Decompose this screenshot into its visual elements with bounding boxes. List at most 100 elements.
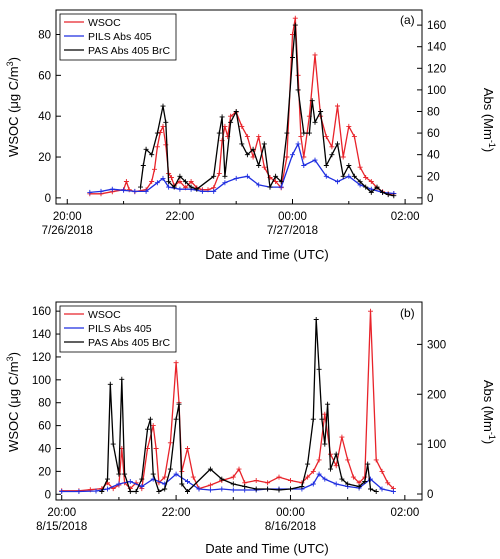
- data-point-pils-abs-405: [333, 481, 339, 487]
- data-point-pas-abs-405-brc: [122, 471, 128, 477]
- x-tick-label: 00:00: [276, 507, 305, 519]
- left-axis-ticks: 0 20 40 60 80: [38, 30, 61, 205]
- data-point-pils-abs-405: [233, 175, 239, 181]
- y-tick-left-label: 60: [38, 70, 51, 82]
- data-point-pas-abs-405-brc: [183, 179, 188, 185]
- data-point-pils-abs-405: [76, 489, 82, 494]
- data-point-pas-abs-405-brc: [119, 376, 125, 382]
- data-point-pas-abs-405-brc: [147, 416, 153, 422]
- data-point-wsoc: [340, 154, 346, 160]
- data-point-pas-abs-405-brc: [374, 184, 380, 190]
- data-point-wsoc: [167, 440, 173, 446]
- data-point-wsoc: [153, 446, 159, 451]
- data-point-wsoc: [162, 474, 168, 480]
- data-point-pils-abs-405: [244, 173, 250, 179]
- x-axis-label: Date and Time (UTC): [205, 541, 329, 556]
- data-point-pils-abs-405: [93, 488, 99, 494]
- y-tick-right-label: 120: [427, 63, 446, 75]
- y-tick-left-label: 100: [32, 375, 51, 387]
- data-point-wsoc: [363, 175, 369, 180]
- y-tick-left-label: 140: [32, 329, 51, 341]
- data-point-wsoc: [256, 134, 262, 140]
- data-point-pas-abs-405-brc: [310, 416, 316, 422]
- data-point-pas-abs-405-brc: [357, 179, 363, 185]
- panel-label: (b): [400, 306, 415, 320]
- data-point-wsoc: [185, 446, 190, 451]
- data-point-wsoc: [236, 466, 242, 472]
- data-point-pas-abs-405-brc: [278, 179, 284, 185]
- y-tick-right-label: 80: [427, 106, 440, 118]
- data-point-pas-abs-405-brc: [207, 466, 213, 472]
- data-point-pas-abs-405-brc: [316, 366, 322, 372]
- data-point-pas-abs-405-brc: [173, 416, 179, 422]
- data-point-pas-abs-405-brc: [335, 141, 340, 147]
- data-point-pas-abs-405-brc: [318, 109, 324, 114]
- data-point-wsoc: [305, 474, 311, 480]
- y-tick-left-label: 120: [32, 352, 51, 364]
- data-point-pas-abs-405-brc: [253, 486, 259, 492]
- data-point-pas-abs-405-brc: [185, 489, 190, 494]
- data-point-pas-abs-405-brc: [309, 98, 315, 104]
- data-point-wsoc: [316, 457, 322, 463]
- data-point-pas-abs-405-brc: [295, 87, 301, 93]
- data-point-pils-abs-405: [59, 489, 65, 494]
- data-point-wsoc: [188, 179, 194, 184]
- data-point-pils-abs-405: [222, 180, 228, 186]
- data-point-pas-abs-405-brc: [167, 466, 173, 472]
- data-point-pils-abs-405: [132, 188, 138, 194]
- x-tick-label: 02:00: [391, 211, 420, 223]
- legend-label-pils: PILS Abs 405: [88, 31, 152, 43]
- y-axis-label-left: WSOC (μg C/m3): [5, 57, 21, 157]
- y-tick-left-label: 160: [32, 306, 51, 318]
- data-point-wsoc: [190, 474, 196, 480]
- data-point-pils-abs-405: [154, 180, 160, 186]
- series-line-pils-abs-405: [89, 143, 394, 195]
- data-point-pas-abs-405-brc: [328, 466, 333, 472]
- data-point-pas-abs-405-brc: [162, 486, 168, 492]
- data-point-pils-abs-405: [109, 186, 115, 192]
- legend-label-pas: PAS Abs 405 BrC: [88, 337, 171, 349]
- data-point-pils-abs-405: [290, 152, 295, 158]
- plot-frame: [55, 9, 423, 205]
- data-point-pils-abs-405: [98, 188, 104, 194]
- data-point-pas-abs-405-brc: [306, 130, 312, 136]
- data-point-pils-abs-405: [139, 484, 145, 489]
- plot-frame: [55, 301, 423, 501]
- x-tick-date-label: 8/16/2018: [265, 521, 316, 533]
- data-point-pas-abs-405-brc: [340, 173, 346, 179]
- data-point-pas-abs-405-brc: [305, 461, 311, 467]
- x-axis-ticks: 20:00 7/26/2018 22:00 00:00 7/27/2018 02:00: [42, 199, 420, 237]
- data-point-wsoc: [357, 164, 363, 170]
- y-tick-left-label: 40: [38, 111, 51, 123]
- data-point-wsoc: [373, 457, 379, 463]
- data-point-pils-abs-405: [316, 471, 322, 477]
- data-point-pas-abs-405-brc: [356, 484, 362, 489]
- legend-entry-pils: PILS Abs 405: [64, 323, 152, 335]
- data-point-pas-abs-405-brc: [150, 471, 156, 477]
- data-point-pils-abs-405: [390, 489, 396, 494]
- y-tick-left-label: 80: [38, 398, 51, 410]
- data-point-pas-abs-405-brc: [140, 163, 146, 168]
- data-point-pas-abs-405-brc: [290, 55, 295, 60]
- panel-label: (a): [400, 13, 415, 27]
- series-line-wsoc: [89, 17, 394, 195]
- data-point-wsoc: [149, 179, 155, 184]
- data-point-pas-abs-405-brc: [143, 146, 149, 152]
- data-point-pas-abs-405-brc: [211, 173, 217, 179]
- right-axis-ticks: 0 20 40 60 80 100 120 140 160: [417, 20, 446, 205]
- data-point-pils-abs-405: [379, 486, 385, 492]
- data-point-wsoc: [250, 154, 256, 160]
- legend-entry-wsoc: WSOC: [64, 17, 121, 29]
- data-point-pas-abs-405-brc: [244, 152, 250, 158]
- data-point-pas-abs-405-brc: [312, 119, 318, 125]
- data-point-pils-abs-405: [211, 188, 217, 194]
- data-point-pas-abs-405-brc: [133, 489, 139, 494]
- series-line-wsoc: [61, 310, 394, 492]
- legend-label-wsoc: WSOC: [88, 17, 121, 29]
- data-point-pas-abs-405-brc: [323, 163, 329, 168]
- data-point-wsoc: [310, 468, 316, 474]
- x-tick-date-label: 7/27/2018: [267, 225, 318, 237]
- data-point-wsoc: [368, 308, 373, 314]
- data-point-wsoc: [177, 179, 183, 184]
